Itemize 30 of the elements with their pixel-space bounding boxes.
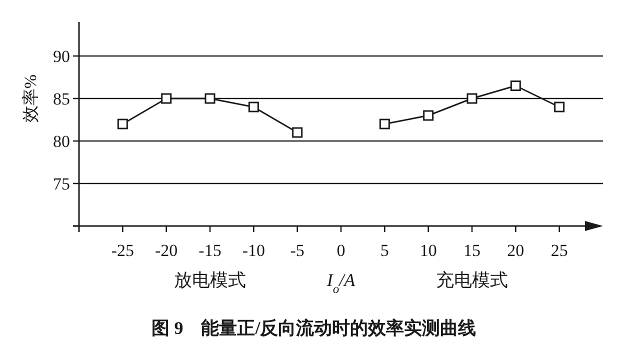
point xyxy=(248,102,259,112)
x-tick-label: 25 xyxy=(550,241,568,260)
point xyxy=(117,118,128,130)
text: 充电模式 xyxy=(436,270,508,290)
x-tick-label: -10 xyxy=(242,241,266,260)
x-tick-label: 0 xyxy=(336,241,346,260)
x-tick-label: 5 xyxy=(380,241,389,260)
point xyxy=(379,118,390,130)
y-axis-title: 效率% xyxy=(21,74,40,123)
point xyxy=(554,102,565,112)
text: 放电模式 xyxy=(174,270,246,290)
point xyxy=(161,93,172,104)
y-tick-label: 85 xyxy=(53,90,70,108)
x-axis-title: I$_{o}$/A xyxy=(326,270,356,296)
y-tick-label: 80 xyxy=(53,132,70,151)
point xyxy=(510,80,521,91)
x-tick-label: -20 xyxy=(154,241,178,260)
x-tick-label: 10 xyxy=(420,241,437,260)
text: 图 9 能量正/反向流动时的效率实测曲线 xyxy=(152,318,476,338)
x-tick-label: -25 xyxy=(111,241,134,260)
point xyxy=(292,127,303,138)
x-tick-label: -5 xyxy=(290,241,304,260)
y-tick-label: 90 xyxy=(53,47,70,66)
point xyxy=(466,93,478,104)
x-tick-label: -15 xyxy=(198,241,222,260)
y-tick-label: 75 xyxy=(53,174,70,194)
point xyxy=(423,110,434,121)
point xyxy=(204,93,216,104)
x-tick-label: 15 xyxy=(464,241,480,260)
x-tick-label: 20 xyxy=(507,241,524,260)
